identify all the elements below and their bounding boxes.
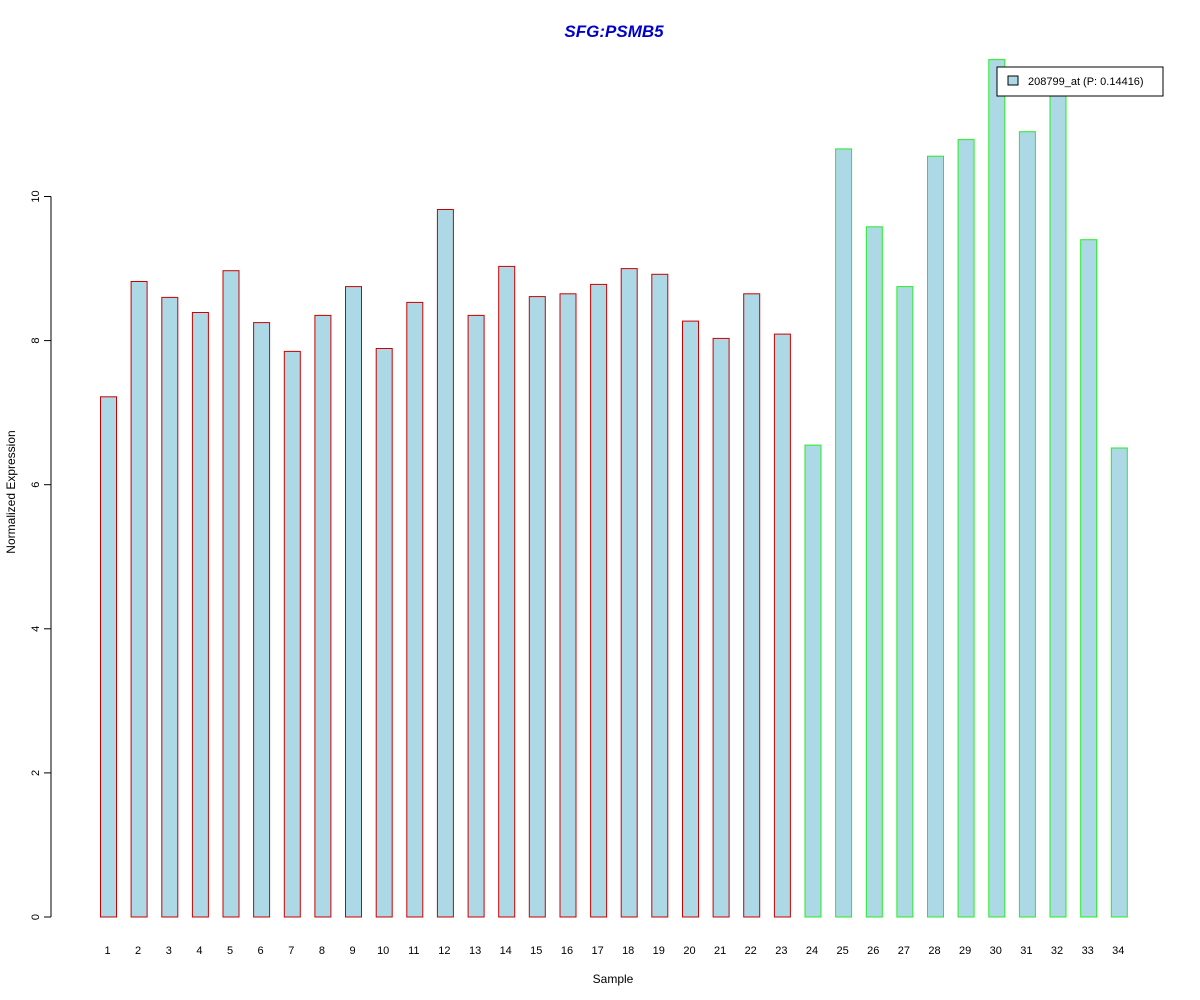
bar-sample-18 bbox=[620, 268, 638, 918]
legend-label: 208799_at (P: 0.14416) bbox=[1028, 76, 1144, 88]
x-tick-label: 3 bbox=[166, 945, 172, 957]
y-axis: 0 2 4 6 8 10 bbox=[30, 190, 52, 920]
x-tick-label: 8 bbox=[319, 945, 325, 957]
x-tick-label: 28 bbox=[928, 945, 940, 957]
bar-sample-7 bbox=[283, 350, 301, 918]
x-tick-label: 32 bbox=[1051, 945, 1063, 957]
x-tick-label: 23 bbox=[775, 945, 787, 957]
x-tick-label: 7 bbox=[288, 945, 294, 957]
x-tick-label: 15 bbox=[530, 945, 542, 957]
y-axis-label: Normalized Expression bbox=[4, 430, 18, 553]
bar-sample-15 bbox=[528, 296, 546, 918]
y-tick-label: 2 bbox=[30, 770, 42, 776]
legend-swatch bbox=[1007, 75, 1019, 86]
bar-sample-4 bbox=[191, 312, 209, 918]
x-tick-label: 27 bbox=[898, 945, 910, 957]
x-tick-label: 30 bbox=[990, 945, 1002, 957]
bar-sample-3 bbox=[161, 296, 179, 918]
x-tick-label: 5 bbox=[227, 945, 233, 957]
y-tick-label: 0 bbox=[30, 914, 42, 920]
x-tick-label: 2 bbox=[135, 945, 141, 957]
bar-sample-19 bbox=[651, 273, 669, 918]
y-tick-label: 4 bbox=[30, 626, 42, 632]
bar-sample-6 bbox=[253, 322, 271, 918]
bar-sample-28 bbox=[927, 155, 944, 918]
x-tick-label: 19 bbox=[653, 945, 665, 957]
bar-sample-32 bbox=[1049, 91, 1067, 918]
bar-sample-27 bbox=[896, 286, 914, 918]
bar-sample-25 bbox=[835, 148, 853, 918]
x-tick-label: 17 bbox=[591, 945, 603, 957]
x-tick-label: 12 bbox=[438, 945, 450, 957]
chart-title: SFG:PSMB5 bbox=[564, 22, 664, 41]
x-tick-label: 20 bbox=[683, 945, 695, 957]
x-tick-label: 4 bbox=[196, 945, 202, 957]
bar-sample-1 bbox=[100, 396, 117, 918]
x-tick-label: 22 bbox=[745, 945, 757, 957]
bar-sample-24 bbox=[804, 444, 822, 918]
x-tick-label: 14 bbox=[500, 945, 512, 957]
bar-sample-10 bbox=[375, 348, 393, 918]
bar-sample-21 bbox=[712, 337, 730, 918]
x-tick-label: 31 bbox=[1020, 945, 1032, 957]
bar-sample-16 bbox=[559, 293, 577, 918]
bar-sample-22 bbox=[743, 293, 761, 918]
bars bbox=[100, 59, 1128, 918]
y-tick-label: 10 bbox=[30, 190, 42, 202]
bar-sample-23 bbox=[773, 333, 791, 918]
x-tick-label: 29 bbox=[959, 945, 971, 957]
bar-sample-17 bbox=[590, 283, 608, 918]
legend-box bbox=[996, 66, 1164, 97]
x-tick-label: 34 bbox=[1112, 945, 1124, 957]
bar-sample-13 bbox=[467, 314, 485, 918]
x-tick-label: 26 bbox=[867, 945, 879, 957]
x-tick-label: 16 bbox=[561, 945, 573, 957]
y-tick-label: 6 bbox=[30, 482, 42, 488]
bar-sample-9 bbox=[345, 286, 362, 918]
bar-sample-8 bbox=[314, 314, 332, 918]
legend: 208799_at (P: 0.14416) bbox=[996, 66, 1164, 97]
bar-sample-11 bbox=[406, 301, 424, 918]
x-tick-label: 6 bbox=[258, 945, 264, 957]
x-tick-label: 9 bbox=[349, 945, 355, 957]
x-tick-labels: 1 2 3 4 5 6 7 8 9 10 11 12 13 14 15 16 17 18 19 20 21 22 23 24 2… bbox=[104, 945, 1124, 957]
bar-sample-26 bbox=[865, 226, 883, 918]
bar-sample-5 bbox=[222, 270, 240, 918]
bar-sample-2 bbox=[130, 281, 148, 918]
bar-sample-12 bbox=[436, 209, 454, 918]
y-tick-label: 8 bbox=[30, 338, 42, 344]
bar-sample-31 bbox=[1018, 131, 1036, 918]
bar-sample-14 bbox=[498, 265, 516, 918]
x-tick-label: 24 bbox=[806, 945, 818, 957]
x-axis-label: Sample bbox=[593, 972, 634, 986]
bar-sample-29 bbox=[957, 139, 975, 918]
bar-sample-20 bbox=[682, 320, 699, 918]
bar-sample-30 bbox=[988, 59, 1006, 918]
bar-sample-33 bbox=[1080, 239, 1098, 918]
x-tick-label: 21 bbox=[714, 945, 726, 957]
x-tick-label: 1 bbox=[104, 945, 110, 957]
x-tick-label: 33 bbox=[1082, 945, 1094, 957]
x-tick-label: 10 bbox=[377, 945, 389, 957]
x-tick-label: 13 bbox=[469, 945, 481, 957]
x-tick-label: 18 bbox=[622, 945, 634, 957]
x-tick-label: 11 bbox=[408, 945, 419, 957]
x-tick-label: 25 bbox=[836, 945, 848, 957]
bar-sample-34 bbox=[1110, 447, 1128, 918]
